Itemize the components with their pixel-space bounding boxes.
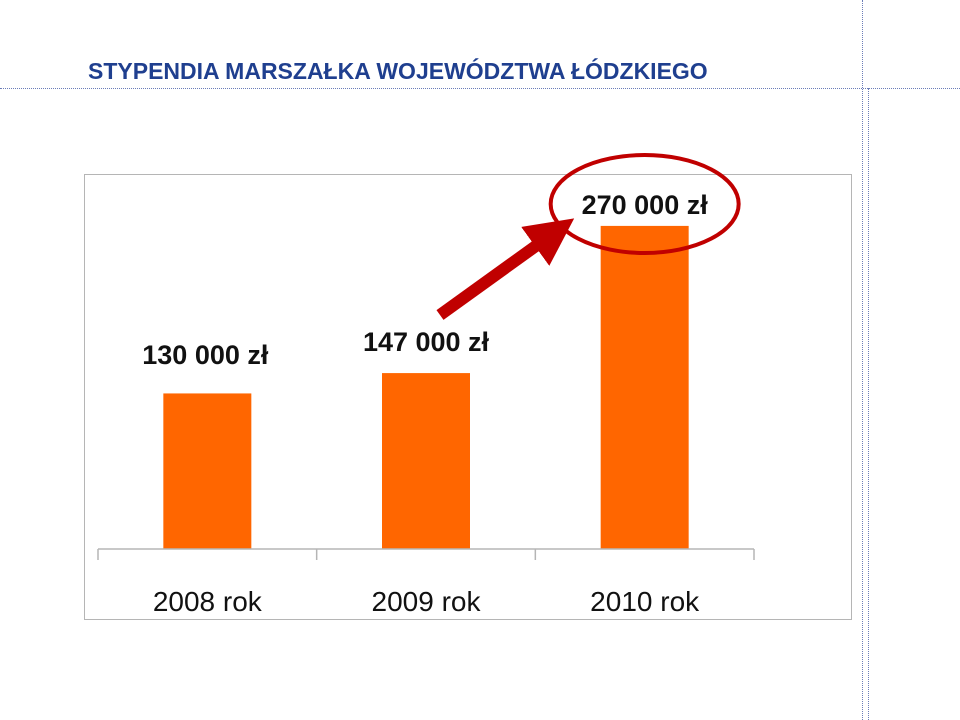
- data-label: 147 000 zł: [363, 327, 490, 357]
- x-tick-label: 2008 rok: [153, 586, 263, 617]
- data-label: 270 000 zł: [582, 190, 709, 220]
- x-tick-label: 2010 rok: [590, 586, 700, 617]
- dotted-divider-vertical: [862, 0, 863, 720]
- slide-title: STYPENDIA MARSZAŁKA WOJEWÓDZTWA ŁÓDZKIEG…: [88, 58, 708, 84]
- x-tick-label: 2009 rok: [372, 586, 482, 617]
- growth-arrow: [436, 218, 575, 320]
- bar-2009-rok: [382, 373, 470, 549]
- dotted-divider-horizontal: [0, 88, 960, 89]
- data-label: 130 000 zł: [142, 340, 269, 370]
- highlight-ellipse: [548, 153, 741, 255]
- bar-2008-rok: [163, 393, 252, 549]
- dotted-divider-vertical-inner: [868, 88, 869, 720]
- bar-2010-rok: [600, 225, 689, 549]
